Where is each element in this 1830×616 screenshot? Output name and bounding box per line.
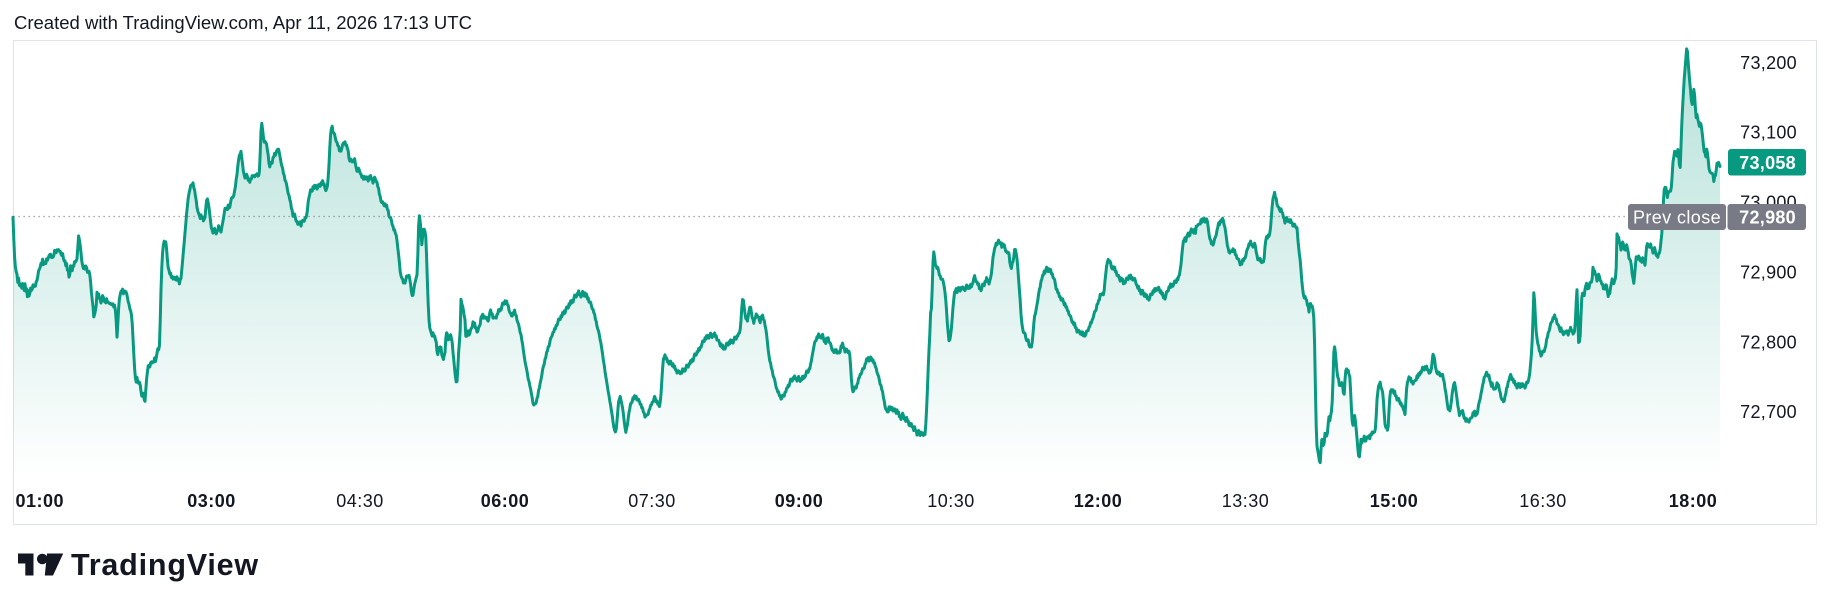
svg-text:73,100: 73,100	[1740, 123, 1797, 143]
svg-text:15:00: 15:00	[1370, 491, 1419, 511]
svg-text:01:00: 01:00	[16, 491, 65, 511]
svg-text:73,058: 73,058	[1739, 153, 1796, 173]
svg-text:Created with TradingView.com,: Created with TradingView.com, Apr 11, 20…	[14, 12, 472, 33]
svg-text:09:00: 09:00	[775, 491, 824, 511]
svg-text:72,700: 72,700	[1740, 402, 1797, 422]
svg-text:03:00: 03:00	[187, 491, 236, 511]
svg-text:10:30: 10:30	[927, 491, 975, 511]
svg-text:13:30: 13:30	[1222, 491, 1270, 511]
svg-text:07:30: 07:30	[628, 491, 676, 511]
svg-text:72,900: 72,900	[1740, 262, 1797, 282]
svg-text:72,980: 72,980	[1739, 208, 1796, 228]
svg-text:Prev close: Prev close	[1633, 208, 1721, 228]
svg-text:72,800: 72,800	[1740, 332, 1797, 352]
svg-text:12:00: 12:00	[1074, 491, 1123, 511]
svg-text:04:30: 04:30	[336, 491, 384, 511]
svg-text:73,200: 73,200	[1740, 53, 1797, 73]
svg-text:16:30: 16:30	[1519, 491, 1567, 511]
svg-text:TradingView: TradingView	[71, 548, 259, 582]
svg-text:18:00: 18:00	[1669, 491, 1718, 511]
svg-text:06:00: 06:00	[481, 491, 530, 511]
